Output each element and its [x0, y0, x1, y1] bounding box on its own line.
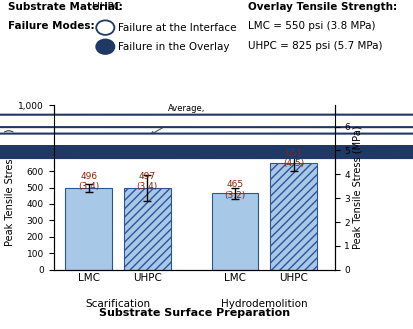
Text: Failure at the Interface: Failure at the Interface	[118, 23, 236, 33]
Y-axis label: Peak Tensile Stress (MPa): Peak Tensile Stress (MPa)	[353, 126, 363, 249]
Text: LMC = 550 psi (3.8 MPa): LMC = 550 psi (3.8 MPa)	[248, 21, 375, 31]
Text: UHPC = 825 psi (5.7 MPa): UHPC = 825 psi (5.7 MPa)	[248, 41, 382, 51]
Circle shape	[0, 134, 413, 146]
Text: Scarification: Scarification	[85, 299, 151, 309]
Bar	[65, 188, 112, 270]
Text: 651
(4.5): 651 (4.5)	[283, 149, 304, 168]
Text: Average,
psi (MPa): Average, psi (MPa)	[151, 104, 206, 135]
Y-axis label: Peak Tensile Stress (psi): Peak Tensile Stress (psi)	[5, 129, 15, 246]
Text: Substrate Material:: Substrate Material:	[8, 2, 123, 12]
X-axis label: Substrate Surface Preparation: Substrate Surface Preparation	[99, 308, 290, 317]
Bar	[124, 188, 171, 270]
Text: 497
(3.4): 497 (3.4)	[137, 172, 158, 191]
Text: Failure Mode: Failure Mode	[206, 114, 290, 123]
Text: 496
(3.4): 496 (3.4)	[78, 172, 100, 191]
Circle shape	[0, 139, 413, 152]
Circle shape	[0, 115, 413, 127]
Text: Failure Modes:: Failure Modes:	[8, 21, 95, 31]
Text: Overlay Tensile Strength:: Overlay Tensile Strength:	[248, 2, 397, 12]
Text: UHPC: UHPC	[89, 2, 121, 12]
Bar	[270, 163, 317, 270]
Circle shape	[0, 146, 413, 159]
Text: Failure in the Overlay: Failure in the Overlay	[118, 42, 229, 52]
Bar	[212, 193, 259, 270]
Text: Hydrodemolition: Hydrodemolition	[221, 299, 308, 309]
Text: 465
(3.2): 465 (3.2)	[224, 180, 246, 199]
